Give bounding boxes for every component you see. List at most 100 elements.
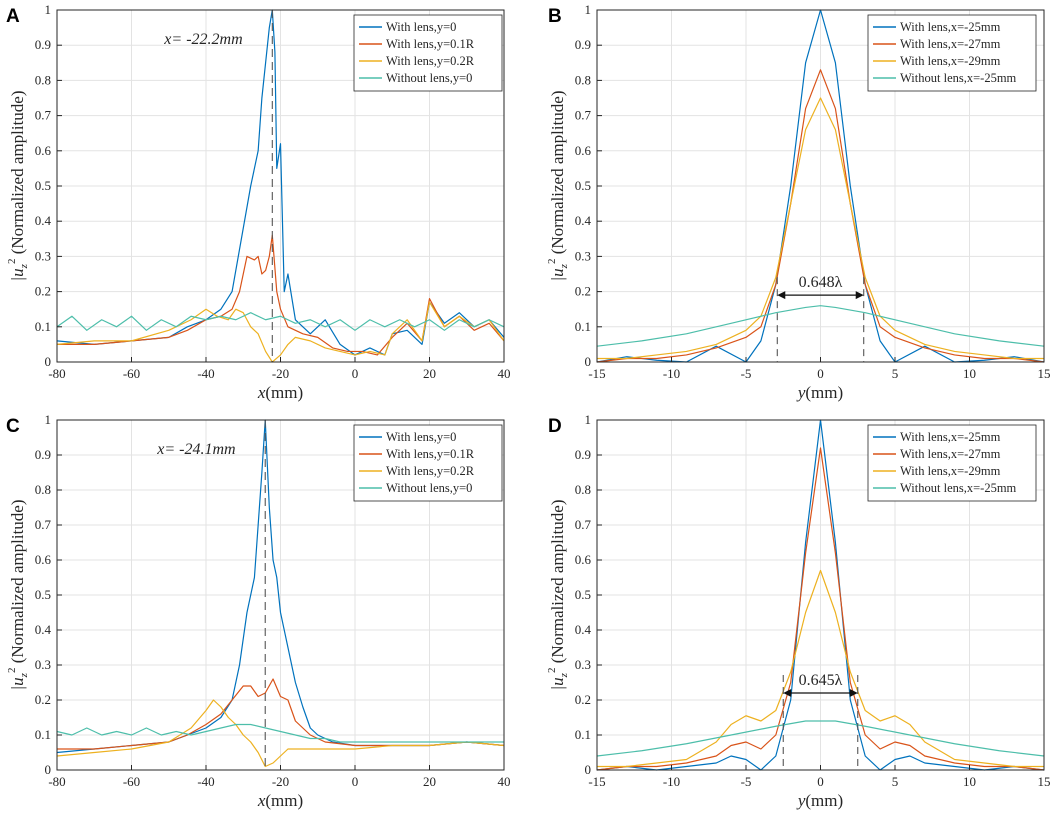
x-axis-label: x(mm) [257, 791, 303, 810]
x-axis-var: y [796, 383, 806, 402]
y-tick-label: 1 [45, 2, 52, 17]
fwhm-arrow-right [855, 291, 864, 300]
x-tick-label: -5 [741, 774, 752, 789]
x-tick-label: 5 [892, 366, 899, 381]
x-tick-label: 20 [423, 366, 436, 381]
x-axis-label: y(mm) [796, 383, 843, 402]
y-tick-label: 0.9 [575, 447, 591, 462]
x-tick-label: -15 [588, 774, 605, 789]
legend-label-1: With lens,y=0 [386, 20, 456, 34]
x-tick-label: 0 [352, 774, 359, 789]
x-tick-label: 10 [963, 774, 976, 789]
legend-label-4: Without lens,x=-25mm [900, 71, 1017, 85]
legend-label-2: With lens,x=-27mm [900, 37, 1001, 51]
y-axis-main: |u [548, 268, 567, 281]
y-tick-label: 0.2 [35, 284, 51, 299]
x-axis-var: y [796, 791, 806, 810]
y-tick-label: 0.8 [575, 72, 591, 87]
legend-label-3: With lens,y=0.2R [386, 54, 475, 68]
x-tick-label: -40 [197, 774, 214, 789]
y-tick-label: 0.6 [35, 552, 52, 567]
y-tick-label: 0.9 [35, 37, 51, 52]
y-tick-label: 0.5 [575, 178, 591, 193]
panel-letter: B [548, 6, 562, 27]
y-axis-rest: (Normalized amplitude) [8, 499, 27, 667]
x-axis-label: x(mm) [257, 383, 303, 402]
y-tick-label: 0.1 [575, 319, 591, 334]
x-tick-label: -80 [48, 366, 65, 381]
x-tick-label: -60 [123, 366, 140, 381]
y-axis-rest: (Normalized amplitude) [548, 499, 567, 667]
peak-annotation: x= -24.1mm [156, 441, 235, 458]
y-tick-label: 0.6 [35, 143, 52, 158]
x-tick-label: -20 [272, 774, 289, 789]
y-tick-label: 0.6 [575, 552, 592, 567]
y-tick-label: 0.1 [35, 319, 51, 334]
y-tick-label: 0 [585, 354, 592, 369]
legend-label-2: With lens,y=0.1R [386, 37, 475, 51]
x-tick-label: -40 [197, 366, 214, 381]
panel-letter: D [548, 416, 562, 437]
y-tick-label: 0.4 [35, 622, 52, 637]
fwhm-arrow-left [777, 291, 786, 300]
x-axis-unit: (mm) [805, 383, 843, 402]
panel-d: 0.645λ -15 -10 -5 0 5 10 15 0 0.1 0.2 0.3 0.4 0.5 0.6 0… [546, 412, 1051, 810]
y-axis-main: |u [8, 268, 27, 281]
y-axis-sup: 2 [546, 668, 558, 674]
series-line-2 [57, 678, 505, 750]
y-tick-label: 0.5 [35, 178, 51, 193]
panel-c: x= -24.1mm -80 -60 -40 -20 0 20 40 0 0.1 0.2 0.3 0.4… [6, 412, 511, 810]
legend: With lens,x=-25mm With lens,x=-27mm With l… [867, 424, 1037, 502]
y-tick-label: 1 [45, 412, 52, 427]
series-line-3 [597, 569, 1044, 768]
y-axis-sub: z [18, 672, 30, 678]
y-tick-label: 0.9 [35, 447, 51, 462]
y-tick-label: 0.7 [575, 108, 592, 123]
y-tick-label: 0.1 [35, 727, 51, 742]
x-tick-label: 15 [1038, 366, 1051, 381]
y-tick-label: 0.9 [575, 37, 591, 52]
legend-label-3: With lens,y=0.2R [386, 464, 475, 478]
legend: With lens,x=-25mm With lens,x=-27mm With l… [867, 14, 1037, 92]
series-line-4 [596, 720, 1045, 757]
y-tick-label: 1 [585, 2, 592, 17]
y-tick-label: 0 [45, 762, 52, 777]
fwhm-annotation: 0.648λ [799, 274, 843, 291]
x-axis-var: x [257, 791, 266, 810]
y-tick-label: 0.3 [35, 248, 51, 263]
y-tick-label: 0.4 [575, 213, 592, 228]
y-tick-label: 0.3 [575, 657, 591, 672]
y-tick-label: 0.1 [575, 727, 591, 742]
series-line-3 [56, 301, 505, 363]
series-line-2 [596, 447, 1045, 771]
x-tick-label: -60 [123, 774, 140, 789]
x-tick-label: 10 [963, 366, 976, 381]
y-tick-label: 0.2 [575, 692, 591, 707]
y-tick-label: 0.7 [35, 108, 52, 123]
y-axis-label: |uz2 (Normalized amplitude) [546, 499, 570, 690]
x-axis-unit: (mm) [265, 383, 303, 402]
x-tick-label: -80 [48, 774, 65, 789]
x-axis-var: x [257, 383, 266, 402]
y-tick-label: 0.3 [575, 248, 591, 263]
y-tick-label: 0 [585, 762, 592, 777]
series-line-4 [56, 723, 504, 743]
legend-label-1: With lens,x=-25mm [900, 20, 1001, 34]
x-tick-label: -5 [741, 366, 752, 381]
legend: With lens,y=0 With lens,y=0.1R With lens,y… [353, 424, 503, 502]
y-axis-main: |u [8, 677, 27, 690]
y-axis-rest: (Normalized amplitude) [8, 90, 27, 258]
y-axis-sub: z [558, 263, 570, 269]
panel-letter: C [6, 416, 20, 437]
legend-label-4: Without lens,y=0 [386, 481, 472, 495]
y-axis-label: |uz2 (Normalized amplitude) [6, 499, 30, 690]
x-tick-label: -10 [663, 366, 680, 381]
x-tick-label: 40 [498, 366, 511, 381]
series-line-2 [596, 69, 1045, 363]
fwhm-arrow-right [849, 689, 858, 697]
legend-label-3: With lens,x=-29mm [900, 54, 1001, 68]
series-line-3 [56, 699, 505, 768]
series-line-4 [596, 305, 1045, 347]
y-tick-label: 0.5 [575, 587, 591, 602]
fwhm-arrow-left [783, 689, 792, 697]
